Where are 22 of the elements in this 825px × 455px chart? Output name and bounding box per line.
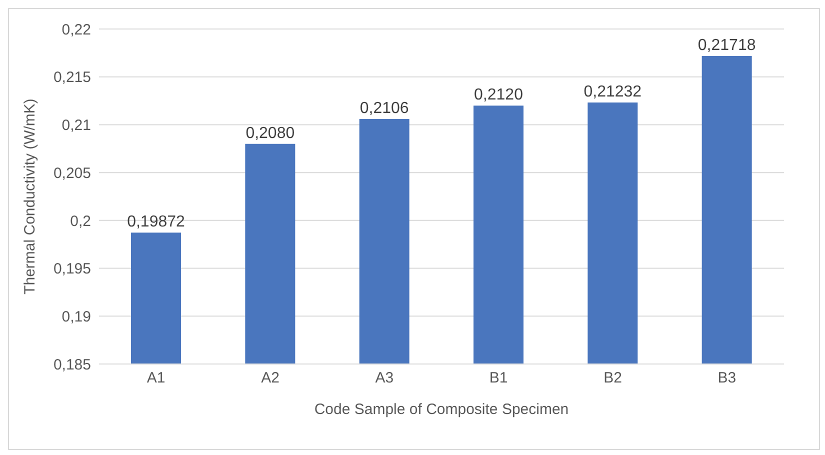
- x-tick-label: A1: [146, 370, 166, 387]
- x-tick-label: A3: [375, 370, 394, 387]
- y-tick-label: 0,2: [70, 212, 91, 230]
- x-tick-label: B1: [489, 370, 508, 387]
- data-label: 0,19872: [127, 214, 186, 231]
- y-tick-label: 0,195: [53, 260, 91, 278]
- y-tick-label: 0,205: [53, 164, 91, 182]
- data-label: 0,2120: [474, 86, 524, 104]
- y-tick-label: 0,185: [53, 356, 91, 374]
- y-axis-title: Thermal Conductivity (W/mK): [21, 98, 38, 294]
- y-tick-label: 0,215: [53, 69, 91, 86]
- y-tick-label: 0,21: [62, 117, 91, 134]
- y-tick-label: 0,22: [62, 21, 91, 38]
- data-label: 0,21232: [584, 84, 642, 101]
- y-tick-label: 0,19: [62, 308, 91, 326]
- x-axis-title: Code Sample of Composite Specimen: [314, 401, 569, 418]
- data-label: 0,2080: [246, 124, 295, 142]
- x-tick-label: B3: [718, 370, 736, 387]
- x-tick-label: B2: [604, 370, 622, 387]
- data-label: 0,2106: [360, 100, 409, 117]
- data-label: 0,21718: [698, 36, 756, 54]
- x-tick-label: A2: [261, 370, 280, 387]
